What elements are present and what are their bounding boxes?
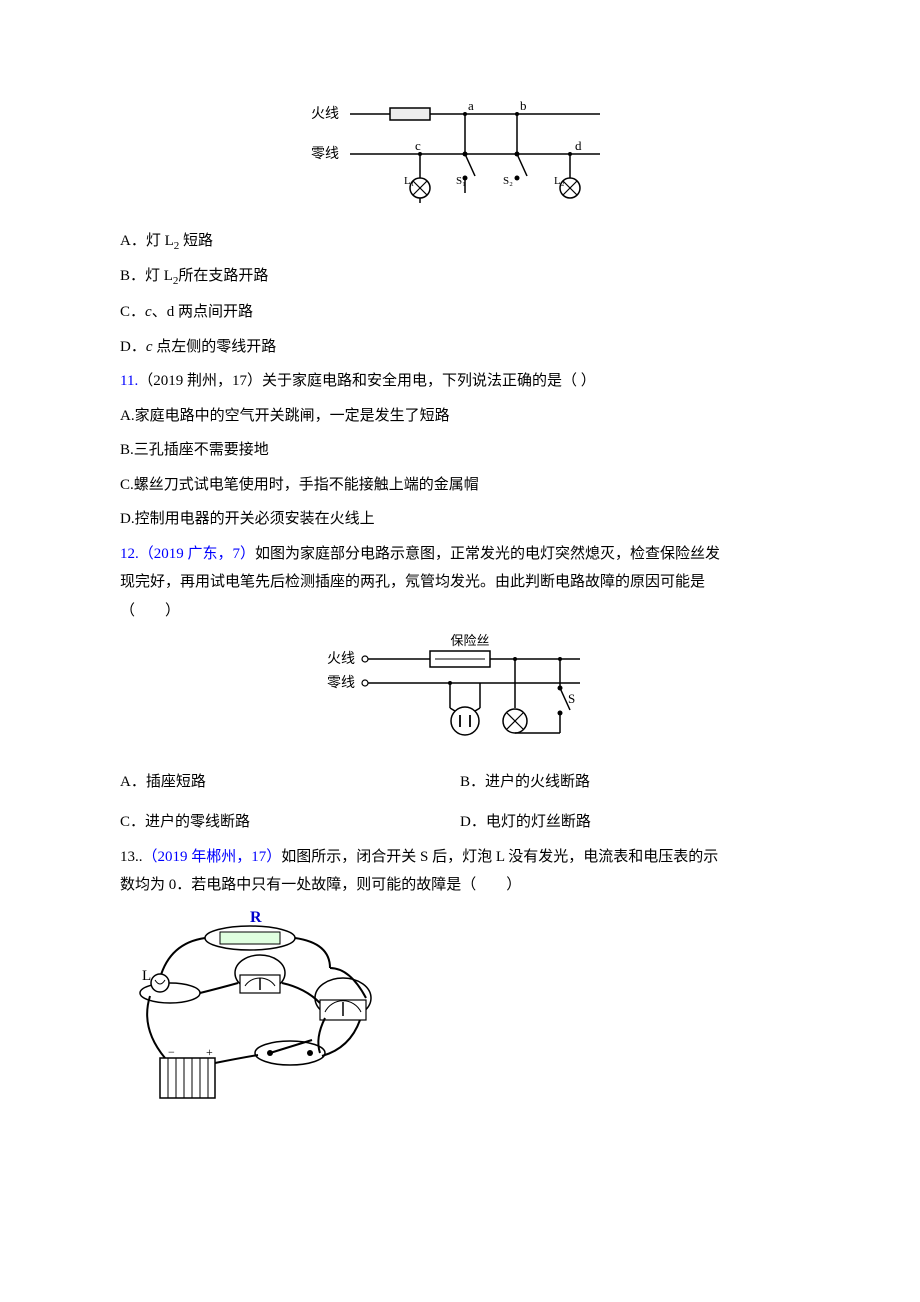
q11-option-a: A.家庭电路中的空气开关跳闸，一定是发生了短路 xyxy=(120,402,800,431)
q13-stem: 13..（2019 年郴州，17）如图所示，闭合开关 S 后，灯泡 L 没有发光… xyxy=(120,843,800,872)
q12-stem: 12.（2019 广东，7）如图为家庭部分电路示意图，正常发光的电灯突然熄灭，检… xyxy=(120,540,800,569)
svg-text:火线: 火线 xyxy=(327,651,355,667)
q11-option-c: C.螺丝刀式试电笔使用时，手指不能接触上端的金属帽 xyxy=(120,471,800,500)
svg-text:c: c xyxy=(415,138,421,153)
svg-text:L: L xyxy=(142,968,151,984)
q10-option-d: D．c 点左侧的零线开路 xyxy=(120,333,800,362)
svg-text:+: + xyxy=(206,1045,213,1059)
svg-text:零线: 零线 xyxy=(327,675,355,691)
q13-stem-line2: 数均为 0．若电路中只有一处故障，则可能的故障是（ ） xyxy=(120,871,800,900)
q13-circuit-figure: R L xyxy=(120,908,800,1119)
q12-option-c: C．进户的零线断路 xyxy=(120,808,460,837)
q11-option-d: D.控制用电器的开关必须安装在火线上 xyxy=(120,505,800,534)
q10-option-c: C．c、d 两点间开路 xyxy=(120,298,800,327)
q12-option-d: D．电灯的灯丝断路 xyxy=(460,808,800,837)
document-page: 火线 a b 零线 c d L₁ S₁ xyxy=(0,0,920,1302)
q10-circuit-figure: 火线 a b 零线 c d L₁ S₁ xyxy=(120,98,800,219)
label-neutral: 零线 xyxy=(311,146,339,162)
q12-option-a: A．插座短路 xyxy=(120,768,460,797)
svg-text:保险丝: 保险丝 xyxy=(450,633,489,648)
svg-text:b: b xyxy=(520,98,527,113)
svg-text:L₂: L₂ xyxy=(554,175,565,187)
svg-text:−: − xyxy=(168,1045,175,1059)
q12-options: A．插座短路 B．进户的火线断路 C．进户的零线断路 D．电灯的灯丝断路 xyxy=(120,762,800,843)
svg-text:S: S xyxy=(568,691,575,706)
q12-circuit-figure: 保险丝 火线 零线 xyxy=(120,633,800,754)
svg-text:S₂: S₂ xyxy=(503,175,513,187)
label-live: 火线 xyxy=(311,106,339,122)
svg-text:R: R xyxy=(250,909,262,926)
svg-text:d: d xyxy=(575,138,582,153)
q12-stem-line2: 现完好，再用试电笔先后检测插座的两孔，氖管均发光。由此判断电路故障的原因可能是 xyxy=(120,568,800,597)
q11-option-b: B.三孔插座不需要接地 xyxy=(120,436,800,465)
q12-stem-line3: （ ） xyxy=(120,597,800,626)
q11-stem: 11.（2019 荆州，17）关于家庭电路和安全用电，下列说法正确的是（ ） xyxy=(120,367,800,396)
q12-option-b: B．进户的火线断路 xyxy=(460,768,800,797)
svg-text:L₁: L₁ xyxy=(404,175,415,187)
q10-option-b: B．灯 L2所在支路开路 xyxy=(120,262,800,292)
q10-option-a: A．灯 L2 短路 xyxy=(120,227,800,257)
svg-text:a: a xyxy=(468,98,474,113)
